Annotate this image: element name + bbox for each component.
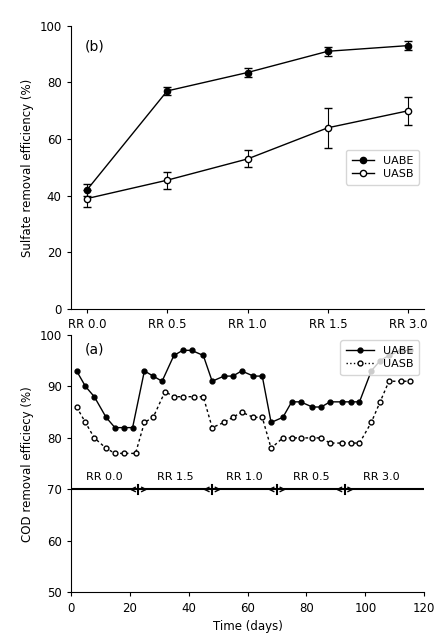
UASB — [369, 419, 374, 426]
UASB — [133, 450, 138, 457]
UABE — [180, 346, 185, 354]
UASB — [83, 419, 88, 426]
UABE — [210, 377, 215, 385]
Legend: UABE, UASB: UABE, UASB — [340, 341, 419, 375]
UABE — [339, 398, 344, 406]
UASB — [298, 434, 303, 442]
UABE — [83, 383, 88, 390]
UABE — [251, 372, 256, 380]
Text: RR 3.0: RR 3.0 — [363, 471, 400, 482]
UABE — [407, 346, 412, 354]
UASB — [280, 434, 286, 442]
UABE — [189, 346, 194, 354]
UASB — [339, 439, 344, 447]
UASB — [74, 403, 79, 411]
Y-axis label: COD removal efficiecy (%): COD removal efficiecy (%) — [21, 386, 34, 542]
UASB — [310, 434, 315, 442]
UASB — [151, 413, 156, 421]
UASB — [386, 377, 392, 385]
UASB — [328, 439, 333, 447]
UASB — [319, 434, 324, 442]
UABE — [398, 346, 404, 354]
UABE — [221, 372, 227, 380]
UABE — [130, 424, 135, 431]
UABE — [377, 357, 383, 365]
X-axis label: Time (days): Time (days) — [213, 620, 282, 633]
UABE — [348, 398, 353, 406]
Text: (a): (a) — [85, 343, 104, 357]
UABE — [151, 372, 156, 380]
UASB — [251, 413, 256, 421]
Legend: UABE, UASB: UABE, UASB — [346, 150, 419, 185]
UASB — [171, 393, 176, 401]
UASB — [192, 393, 197, 401]
UABE — [319, 403, 324, 411]
UASB — [377, 398, 383, 406]
UABE — [121, 424, 126, 431]
UABE — [369, 367, 374, 375]
UASB — [398, 377, 404, 385]
UASB — [407, 377, 412, 385]
UABE — [160, 377, 165, 385]
UASB — [357, 439, 362, 447]
UABE — [239, 367, 244, 375]
Text: RR 0.0: RR 0.0 — [86, 471, 123, 482]
Text: (b): (b) — [85, 40, 105, 54]
Line: UABE: UABE — [74, 348, 412, 430]
UASB — [112, 450, 118, 457]
UABE — [142, 367, 147, 375]
UABE — [112, 424, 118, 431]
UASB — [121, 450, 126, 457]
UABE — [298, 398, 303, 406]
Text: RR 0.5: RR 0.5 — [293, 471, 329, 482]
UASB — [201, 393, 206, 401]
UABE — [91, 393, 97, 401]
Y-axis label: Sulfate removal efficiency (%): Sulfate removal efficiency (%) — [21, 79, 34, 256]
UASB — [103, 444, 109, 452]
UASB — [180, 393, 185, 401]
UASB — [268, 444, 274, 452]
UASB — [142, 419, 147, 426]
UASB — [210, 424, 215, 431]
Text: RR 1.0: RR 1.0 — [226, 471, 263, 482]
UABE — [74, 367, 79, 375]
UASB — [230, 413, 236, 421]
UABE — [230, 372, 236, 380]
UASB — [289, 434, 294, 442]
UASB — [91, 434, 97, 442]
UABE — [259, 372, 265, 380]
UABE — [357, 398, 362, 406]
UABE — [268, 419, 274, 426]
UASB — [348, 439, 353, 447]
UABE — [328, 398, 333, 406]
UASB — [259, 413, 265, 421]
UABE — [280, 413, 286, 421]
UABE — [201, 352, 206, 359]
UABE — [386, 352, 392, 359]
UABE — [103, 413, 109, 421]
UASB — [221, 419, 227, 426]
UABE — [171, 352, 176, 359]
UASB — [162, 388, 168, 395]
UASB — [239, 408, 244, 416]
UABE — [310, 403, 315, 411]
Text: RR 1.5: RR 1.5 — [157, 471, 194, 482]
Line: UASB: UASB — [74, 379, 412, 456]
UABE — [289, 398, 294, 406]
